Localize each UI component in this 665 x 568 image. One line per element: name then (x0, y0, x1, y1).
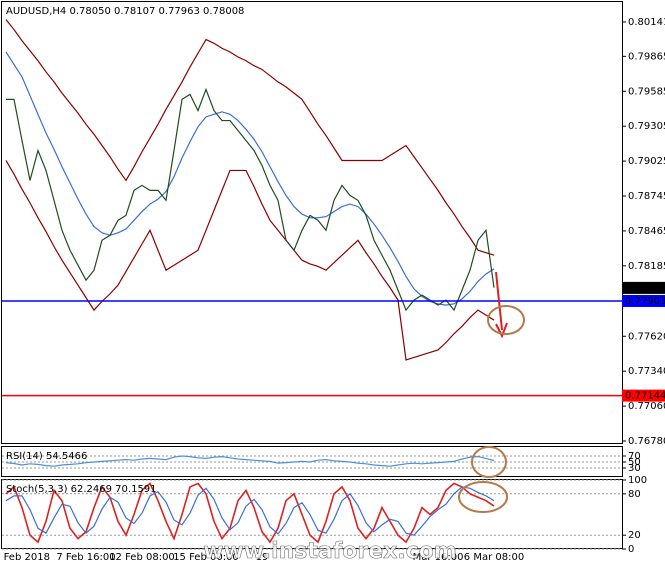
y-tick-label: 0 (628, 544, 634, 555)
level-box (622, 294, 665, 307)
y-tick-label: 0.79865 (628, 51, 665, 62)
panel-title: Stoch(5,3,3) 62.2469 70.1591 (6, 484, 157, 495)
level-label: 0.77903 (625, 296, 665, 307)
main-frame (1, 1, 623, 444)
arrow-head (495, 322, 508, 339)
stoch-circle (458, 481, 508, 513)
level-label: 0.77144 (625, 391, 665, 402)
arrow-shaft (495, 271, 503, 331)
y-tick-label: 70 (628, 451, 641, 462)
rsi-circle (471, 446, 507, 478)
x-tick-label: 7 Feb 16:00 (56, 552, 115, 563)
y-tick-label: 0.78465 (628, 226, 665, 237)
x-tick-label: 19 (256, 552, 269, 563)
price-box (622, 281, 665, 294)
y-tick-label: 80 (628, 489, 641, 500)
series-line (5, 482, 495, 544)
series-line (6, 87, 495, 312)
y-tick-label: 0.79025 (628, 156, 665, 167)
series-line (5, 455, 495, 467)
y-tick-label: 0.78185 (628, 261, 665, 272)
target-circle (487, 305, 525, 335)
y-tick-label: 0.79305 (628, 121, 665, 132)
series-line (5, 160, 495, 361)
series-line (5, 51, 495, 306)
y-tick-label: 30 (628, 463, 641, 474)
y-tick-label: 0.78745 (628, 191, 665, 202)
price-label: 0.78008 (625, 283, 665, 294)
x-tick-label: 6 Mar 08:00 (464, 552, 524, 563)
x-tick-label: 12 Feb 08:00 (109, 552, 175, 563)
series-line (5, 486, 495, 536)
y-tick-label: 50 (628, 457, 641, 468)
y-tick-label: 20 (628, 530, 641, 541)
x-tick-label: Mar 16:00 (413, 552, 464, 563)
annotations (458, 271, 525, 513)
x-tick-label: 15 Feb 00:00 (173, 552, 239, 563)
panel-title: RSI(14) 54.5466 (6, 451, 87, 462)
series-line (5, 19, 495, 256)
y-tick-label: 0.80141 (628, 17, 665, 28)
x-tick-label: 5 Feb 2018 (0, 552, 50, 563)
plot-layer: 0.80141 0.79865 0.79585 0.79305 0.79025 0.787… (0, 6, 665, 563)
y-tick-label: 100 (628, 475, 647, 486)
level-box (622, 389, 665, 402)
panel-title: AUDUSD,H4 0.78050 0.78107 0.77963 0.7800… (6, 6, 244, 17)
y-tick-label: 0.79585 (628, 86, 665, 97)
watermark: www.instaforex.com (203, 539, 457, 564)
